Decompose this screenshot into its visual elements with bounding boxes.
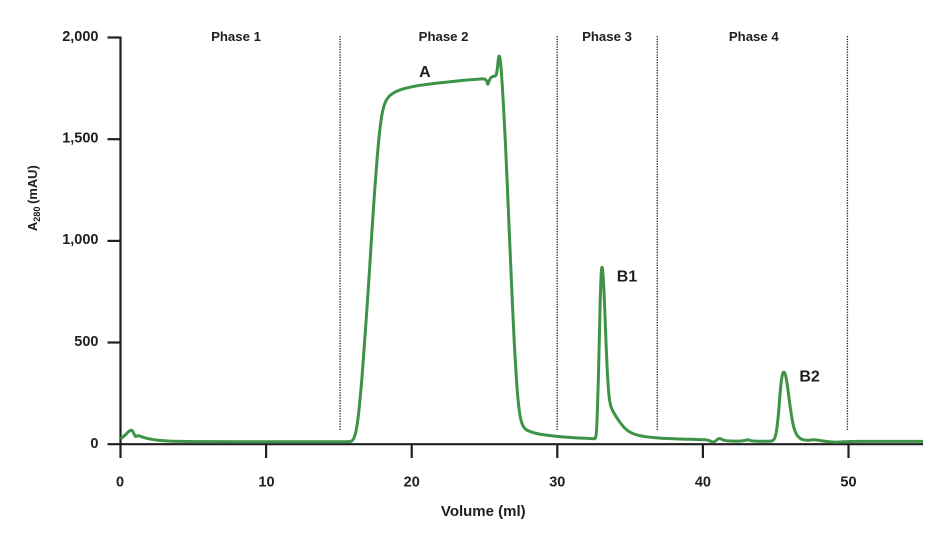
svg-text:20: 20	[404, 474, 420, 490]
svg-text:A: A	[419, 64, 431, 81]
svg-text:Phase 1: Phase 1	[211, 29, 261, 44]
svg-text:0: 0	[90, 436, 98, 452]
svg-text:1,000: 1,000	[62, 232, 98, 248]
svg-text:Volume (ml): Volume (ml)	[441, 503, 526, 520]
svg-text:0: 0	[116, 474, 124, 490]
svg-text:2,000: 2,000	[62, 29, 98, 45]
svg-text:500: 500	[74, 334, 98, 350]
svg-text:50: 50	[840, 474, 856, 490]
svg-text:Phase 2: Phase 2	[419, 29, 469, 44]
svg-text:10: 10	[258, 474, 274, 490]
svg-text:Phase 3: Phase 3	[582, 29, 632, 44]
svg-text:1,500: 1,500	[62, 131, 98, 147]
svg-text:B2: B2	[799, 368, 820, 385]
svg-text:B1: B1	[617, 269, 638, 286]
svg-text:40: 40	[695, 474, 711, 490]
svg-text:Phase 4: Phase 4	[729, 29, 780, 44]
svg-text:30: 30	[549, 474, 565, 490]
